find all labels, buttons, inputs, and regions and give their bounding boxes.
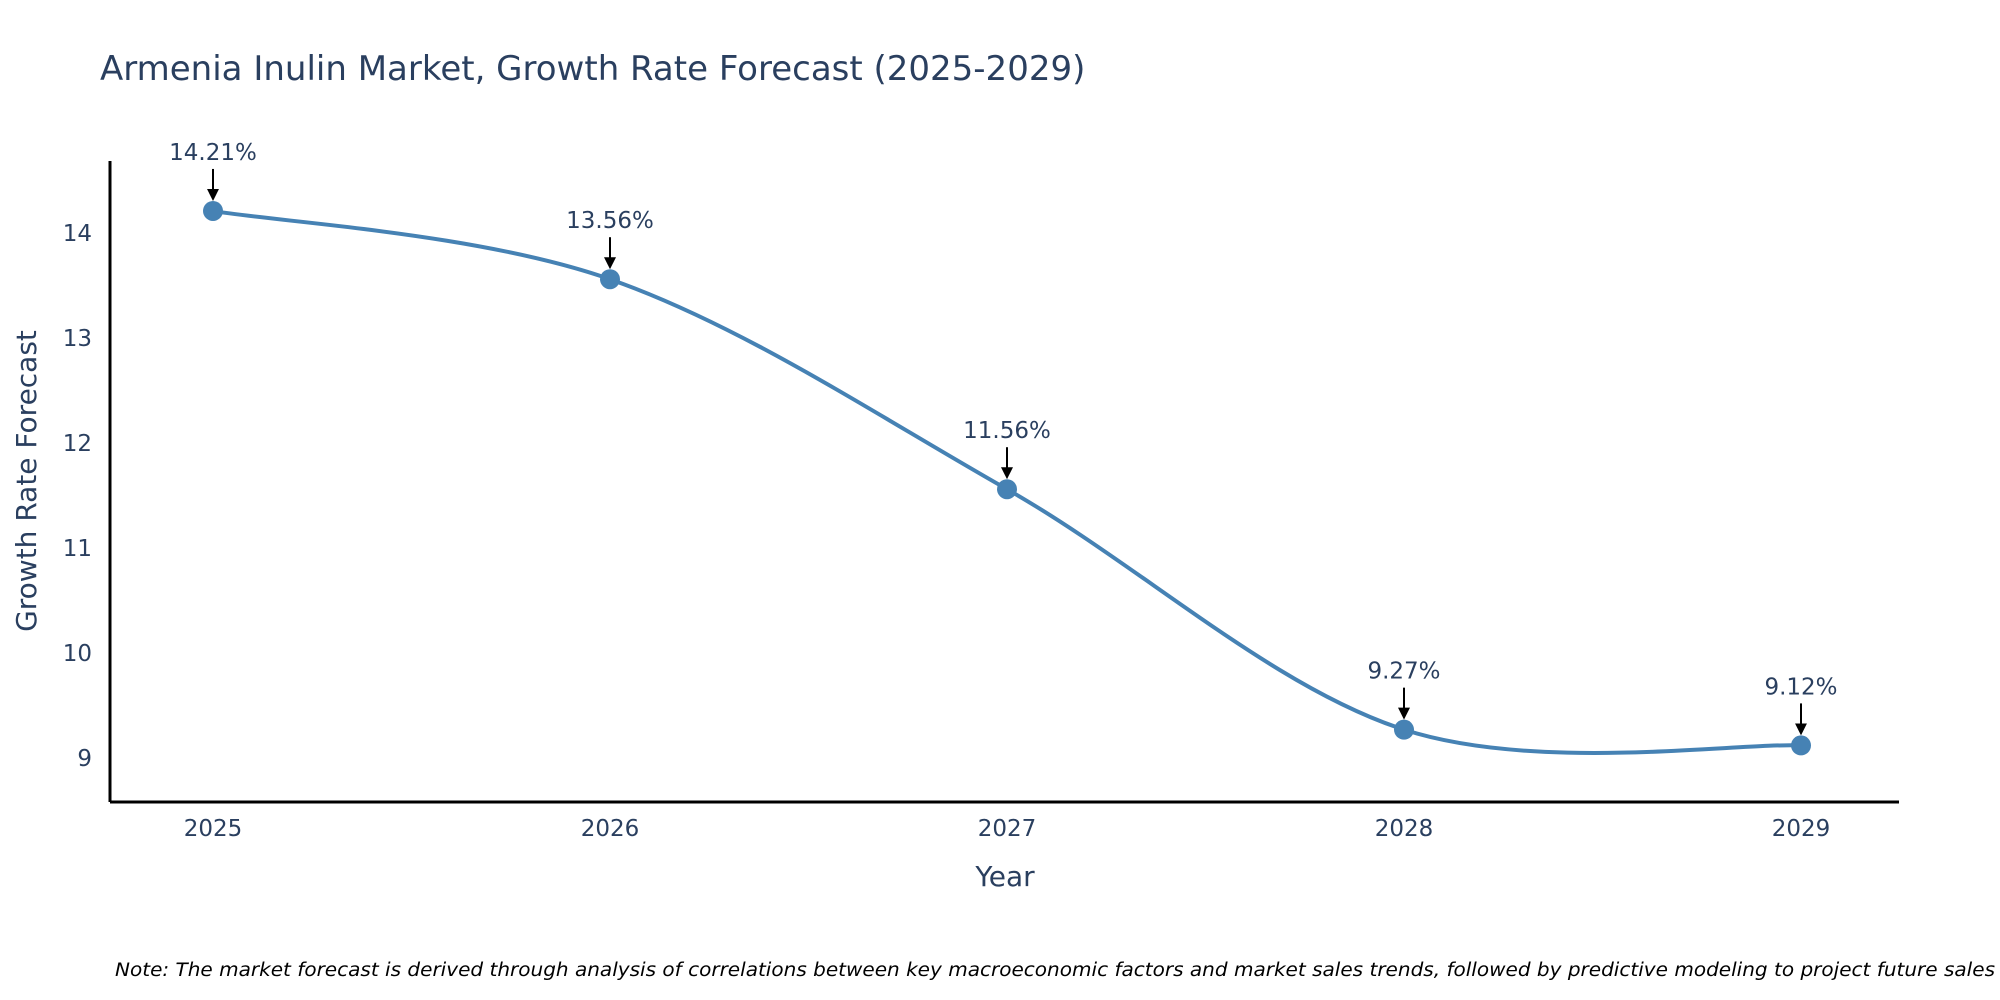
data-point-marker — [600, 269, 620, 290]
data-label: 9.27% — [1367, 659, 1440, 685]
x-tick-label: 2025 — [184, 816, 243, 842]
footnote: Note: The market forecast is derived thr… — [115, 960, 1995, 981]
x-tick-label: 2026 — [581, 816, 640, 842]
x-axis-ticks: 2025 2026 2027 2028 2029 — [184, 816, 1831, 842]
y-axis-title: Growth Rate Forecast — [10, 330, 43, 632]
x-tick-label: 2027 — [978, 816, 1037, 842]
y-tick-label: 13 — [63, 326, 92, 352]
x-tick-label: 2029 — [1772, 816, 1831, 842]
data-point-marker — [1791, 735, 1811, 756]
x-tick-label: 2028 — [1375, 816, 1434, 842]
y-tick-label: 14 — [63, 221, 92, 247]
y-tick-label: 9 — [77, 746, 92, 772]
data-label: 13.56% — [566, 208, 654, 234]
data-label: 14.21% — [169, 140, 257, 166]
data-labels: 14.21% 13.56% 11.56% 9.27% 9.12% — [169, 140, 1838, 736]
data-point-marker — [203, 200, 223, 221]
data-label: 11.56% — [963, 418, 1051, 444]
y-tick-label: 12 — [63, 431, 92, 457]
y-tick-label: 11 — [63, 536, 92, 562]
y-axis-ticks: 9 10 11 12 13 14 — [63, 221, 92, 772]
data-point-marker — [1394, 719, 1414, 740]
data-point-marker — [997, 479, 1017, 500]
data-points — [203, 200, 1811, 756]
x-axis-title: Year — [974, 860, 1035, 893]
y-tick-label: 10 — [63, 641, 92, 667]
chart-title: Armenia Inulin Market, Growth Rate Forec… — [100, 49, 1085, 89]
data-label: 9.12% — [1764, 674, 1837, 700]
